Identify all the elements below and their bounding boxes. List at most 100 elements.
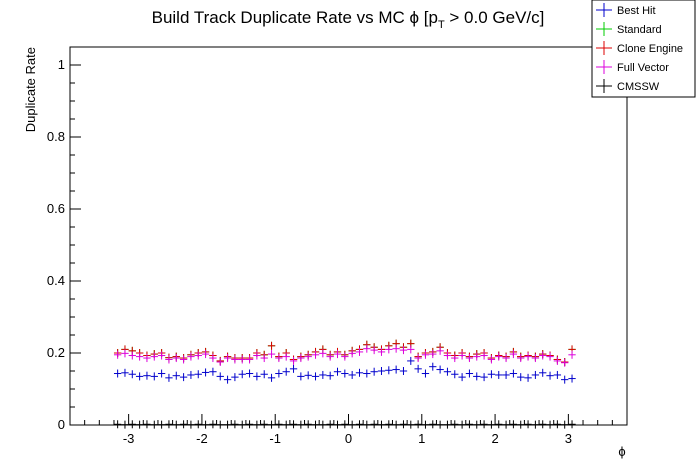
data-point xyxy=(363,344,371,353)
data-point xyxy=(157,369,166,378)
data-point xyxy=(289,364,298,373)
data-point xyxy=(436,346,444,355)
data-point xyxy=(238,370,246,379)
data-point xyxy=(443,367,452,376)
x-tick-label: -1 xyxy=(269,431,281,446)
data-point xyxy=(348,349,356,358)
data-point xyxy=(377,420,386,429)
data-point xyxy=(245,355,254,364)
data-point xyxy=(282,420,290,429)
data-point xyxy=(443,351,452,360)
data-point xyxy=(531,420,540,429)
data-point xyxy=(517,354,525,363)
data-point xyxy=(385,345,393,354)
data-point xyxy=(238,420,246,429)
data-point xyxy=(568,350,576,359)
legend-label: CMSSW xyxy=(617,81,660,93)
chart-title-tail: > 0.0 GeV/c] xyxy=(445,8,545,27)
data-point xyxy=(157,351,166,360)
y-tick-label: 0.2 xyxy=(47,345,65,360)
data-point xyxy=(194,351,202,360)
data-point xyxy=(150,352,158,361)
data-point xyxy=(473,352,481,361)
data-point xyxy=(399,420,408,429)
data-point xyxy=(458,420,466,429)
data-point xyxy=(524,420,532,429)
data-point xyxy=(311,420,320,429)
data-point xyxy=(267,350,276,359)
data-point xyxy=(480,373,488,382)
data-point xyxy=(341,352,349,361)
data-point xyxy=(245,420,254,429)
data-point xyxy=(465,354,474,363)
data-point xyxy=(399,367,408,375)
data-point xyxy=(297,420,305,429)
data-point xyxy=(458,351,466,360)
data-point xyxy=(539,368,547,377)
data-point xyxy=(289,356,298,365)
data-point xyxy=(377,367,386,375)
data-point xyxy=(231,355,239,364)
data-point xyxy=(172,354,180,363)
data-point xyxy=(194,420,202,429)
data-point xyxy=(370,420,378,429)
data-point xyxy=(451,420,459,429)
data-point xyxy=(421,420,430,429)
data-point xyxy=(326,352,334,361)
data-point xyxy=(561,375,569,384)
legend-label: Standard xyxy=(617,24,662,36)
data-point xyxy=(231,420,239,429)
data-point xyxy=(495,420,503,429)
data-point xyxy=(568,420,576,429)
data-point xyxy=(113,369,122,378)
data-point xyxy=(429,362,437,371)
y-tick-label: 0.4 xyxy=(47,273,65,288)
data-point xyxy=(546,352,554,361)
data-point xyxy=(223,420,232,429)
x-tick-label: 0 xyxy=(345,431,352,446)
y-tick-label: 0 xyxy=(58,417,65,432)
data-point xyxy=(179,420,188,429)
legend-entry: Clone Engine xyxy=(596,41,683,55)
data-point xyxy=(260,370,268,379)
data-point xyxy=(135,420,144,429)
data-point xyxy=(355,420,364,429)
data-point xyxy=(187,370,195,379)
data-point xyxy=(260,420,268,429)
data-point xyxy=(304,352,312,361)
data-point xyxy=(568,374,576,383)
data-point xyxy=(260,354,268,363)
data-point xyxy=(333,420,342,429)
data-point xyxy=(487,420,496,429)
data-point xyxy=(253,372,261,381)
data-point xyxy=(194,370,202,379)
x-tick-label: 3 xyxy=(565,431,572,446)
data-point xyxy=(333,350,342,359)
data-point xyxy=(561,420,569,429)
data-point xyxy=(392,420,400,429)
legend-entry: CMSSW xyxy=(596,79,660,93)
data-point xyxy=(128,370,136,379)
data-point xyxy=(407,345,415,354)
data-point xyxy=(531,354,540,363)
series-cmssw xyxy=(113,420,576,429)
data-point xyxy=(275,354,283,363)
data-point xyxy=(539,351,547,360)
data-point xyxy=(209,420,217,429)
data-point xyxy=(495,370,503,379)
data-point xyxy=(509,369,518,378)
data-point xyxy=(531,370,540,379)
data-point xyxy=(223,375,232,384)
data-point xyxy=(165,355,173,364)
data-point xyxy=(517,420,525,429)
data-point xyxy=(363,369,371,378)
data-point xyxy=(443,420,452,429)
x-tick-label: -2 xyxy=(196,431,208,446)
data-point xyxy=(187,352,195,361)
data-point xyxy=(546,420,554,429)
data-point xyxy=(355,368,364,377)
data-point xyxy=(407,356,415,365)
data-point xyxy=(333,367,342,376)
data-point xyxy=(209,367,217,376)
